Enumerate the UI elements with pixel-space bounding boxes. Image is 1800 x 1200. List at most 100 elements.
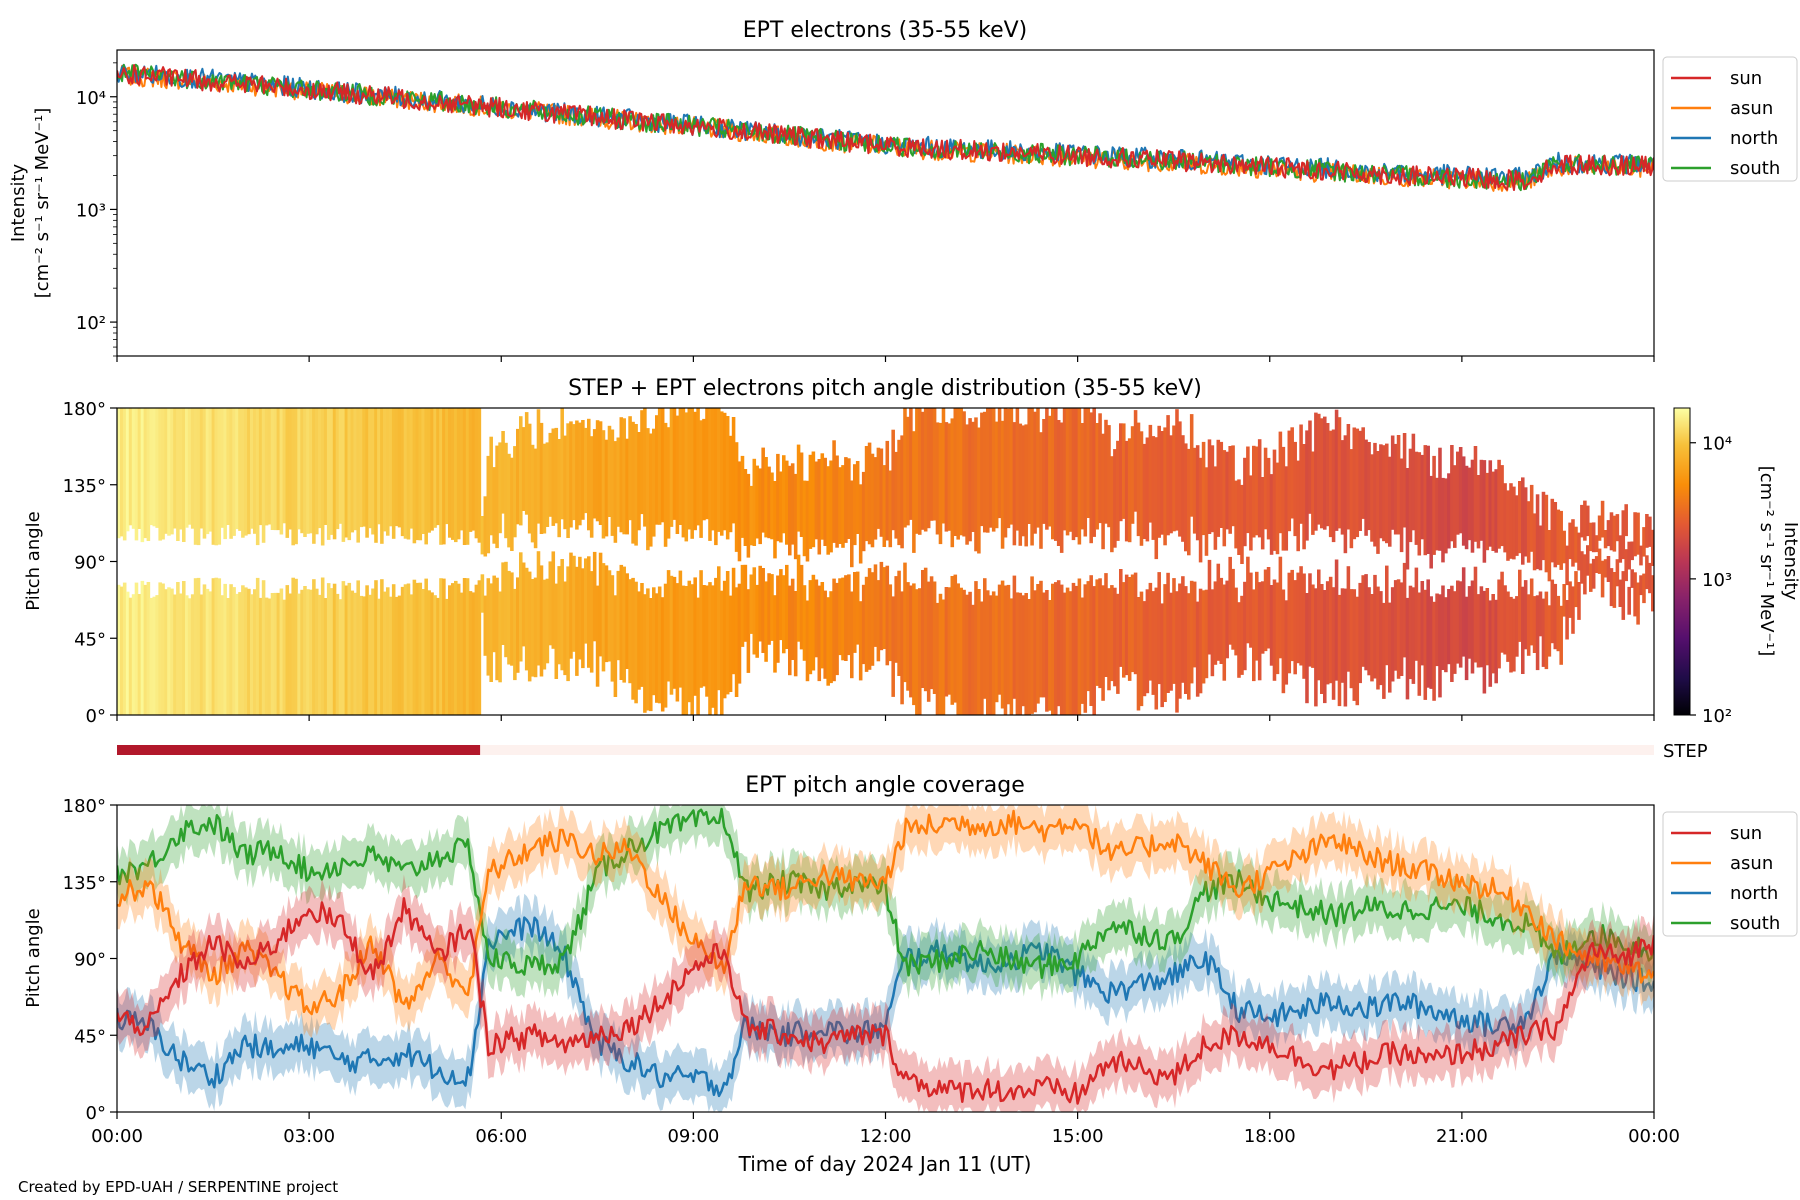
heatmap-cell (1077, 408, 1082, 545)
heatmap-cell (1438, 447, 1442, 551)
heatmap-cell (1095, 423, 1099, 530)
heatmap-cell (1006, 584, 1011, 705)
heatmap-cell (1260, 477, 1265, 550)
heatmap-cell (211, 578, 216, 715)
heatmap-cell (1624, 504, 1628, 537)
heatmap-cell (445, 598, 449, 715)
heatmap-cell (1532, 513, 1537, 571)
heatmap-cell (607, 570, 612, 662)
heatmap-cell (832, 578, 836, 682)
heatmap-cell (684, 586, 689, 715)
heatmap-cell (1207, 439, 1212, 534)
panel1-ylabel-line2: [cm⁻² s⁻¹ sr⁻¹ MeV⁻¹] (32, 108, 53, 299)
heatmap-cell (1184, 443, 1188, 552)
panel3-xtick-label: 09:00 (667, 1126, 719, 1147)
heatmap-cell (980, 412, 984, 527)
heatmap-cell (1012, 575, 1017, 699)
heatmap-cell (858, 484, 863, 564)
heatmap-cell (1379, 591, 1383, 686)
heatmap-cell (903, 408, 907, 528)
heatmap-cell (1349, 449, 1354, 549)
heatmap-cell (1373, 442, 1377, 547)
heatmap-cell (285, 408, 290, 538)
heatmap-cell (161, 408, 165, 540)
heatmap-cell (1189, 580, 1194, 684)
heatmap-cell (1178, 583, 1182, 699)
heatmap-cell (1175, 409, 1179, 531)
heatmap-cell (817, 585, 822, 682)
heatmap-cell (711, 408, 715, 531)
heatmap-cell (826, 597, 830, 686)
heatmap-cell (560, 408, 564, 520)
heatmap-cell (1003, 585, 1008, 715)
heatmap-cell (1189, 414, 1194, 517)
heatmap-cell (1503, 585, 1507, 655)
heatmap-cell (1597, 548, 1602, 574)
heatmap-cell (454, 580, 458, 715)
heatmap-cell (1320, 418, 1324, 529)
heatmap-cell (968, 591, 972, 715)
heatmap-cell (835, 582, 839, 676)
heatmap-cell (1113, 587, 1117, 687)
heatmap-cell (1163, 584, 1167, 702)
heatmap-cell (572, 424, 576, 521)
heatmap-cell (329, 588, 334, 715)
heatmap-cell (462, 578, 467, 715)
heatmap-cell (1612, 515, 1617, 552)
heatmap-cell (1148, 424, 1153, 523)
heatmap-cell (1535, 595, 1540, 671)
heatmap-cell (888, 470, 893, 548)
heatmap-cell (1107, 588, 1111, 691)
heatmap-cell (1009, 408, 1014, 525)
heatmap-cell (267, 598, 272, 715)
heatmap-cell (1503, 483, 1507, 553)
heatmap-cell (167, 408, 171, 536)
heatmap-cell (595, 420, 600, 522)
heatmap-cell (1328, 430, 1333, 538)
heatmap-cell (220, 595, 225, 715)
heatmap-cell (341, 581, 346, 715)
heatmap-cell (456, 408, 461, 540)
heatmap-cell (400, 408, 405, 537)
panel3-ytick-label: 135° (63, 873, 106, 894)
heatmap-cell (604, 565, 609, 663)
heatmap-cell (424, 408, 428, 545)
heatmap-cell (244, 587, 248, 715)
heatmap-cell (258, 597, 263, 715)
heatmap-cell (625, 438, 629, 535)
heatmap-cell (1219, 441, 1224, 528)
heatmap-cell (501, 431, 505, 514)
heatmap-cell (1284, 600, 1289, 685)
heatmap-cell (536, 409, 541, 524)
heatmap-cell (1538, 591, 1543, 637)
heatmap-cell (1574, 571, 1578, 608)
heatmap-cell (983, 578, 987, 699)
heatmap-cell (669, 575, 674, 695)
heatmap-cell (1024, 593, 1028, 715)
heatmap-cell (1113, 449, 1117, 548)
heatmap-cell (536, 551, 541, 666)
heatmap-cell (137, 408, 142, 529)
heatmap-cell (1062, 408, 1067, 531)
heatmap-cell (456, 583, 461, 715)
heatmap-cell (779, 471, 783, 543)
heatmap-cell (1092, 586, 1096, 715)
heatmap-cell (1512, 598, 1516, 672)
heatmap-cell (1337, 594, 1342, 707)
heatmap-cell (383, 591, 387, 715)
heatmap-cell (873, 564, 878, 647)
heatmap-cell (1553, 502, 1558, 568)
heatmap-cell (566, 423, 570, 538)
heatmap-cell (1447, 473, 1451, 549)
heatmap-cell (935, 422, 940, 535)
heatmap-cell (631, 577, 635, 700)
heatmap-cell (773, 481, 777, 559)
heatmap-cell (527, 423, 532, 534)
heatmap-cell (220, 408, 225, 528)
heatmap-cell (1325, 581, 1330, 685)
heatmap-cell (1355, 428, 1360, 538)
heatmap-cell (323, 598, 328, 715)
heatmap-cell (592, 429, 597, 519)
heatmap-cell (921, 411, 925, 530)
heatmap-cell (989, 408, 993, 528)
